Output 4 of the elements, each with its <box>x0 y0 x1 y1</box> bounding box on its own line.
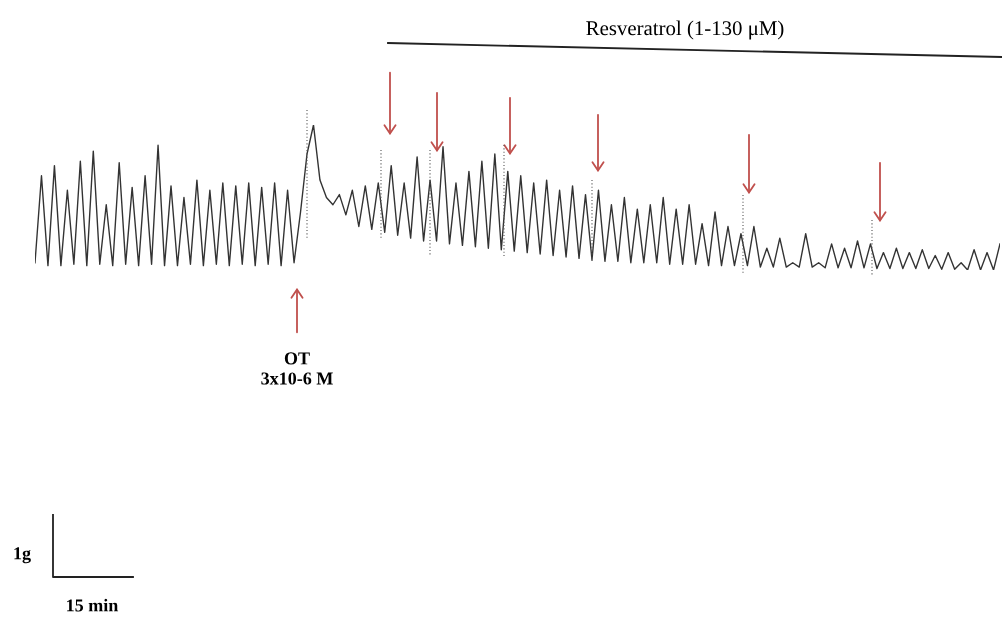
text: 15 min <box>67 598 119 612</box>
text: OT 3x10-6 M <box>261 352 333 385</box>
text: 1g <box>14 547 31 564</box>
text: Resveratrol (1-130 μM) <box>586 20 784 40</box>
